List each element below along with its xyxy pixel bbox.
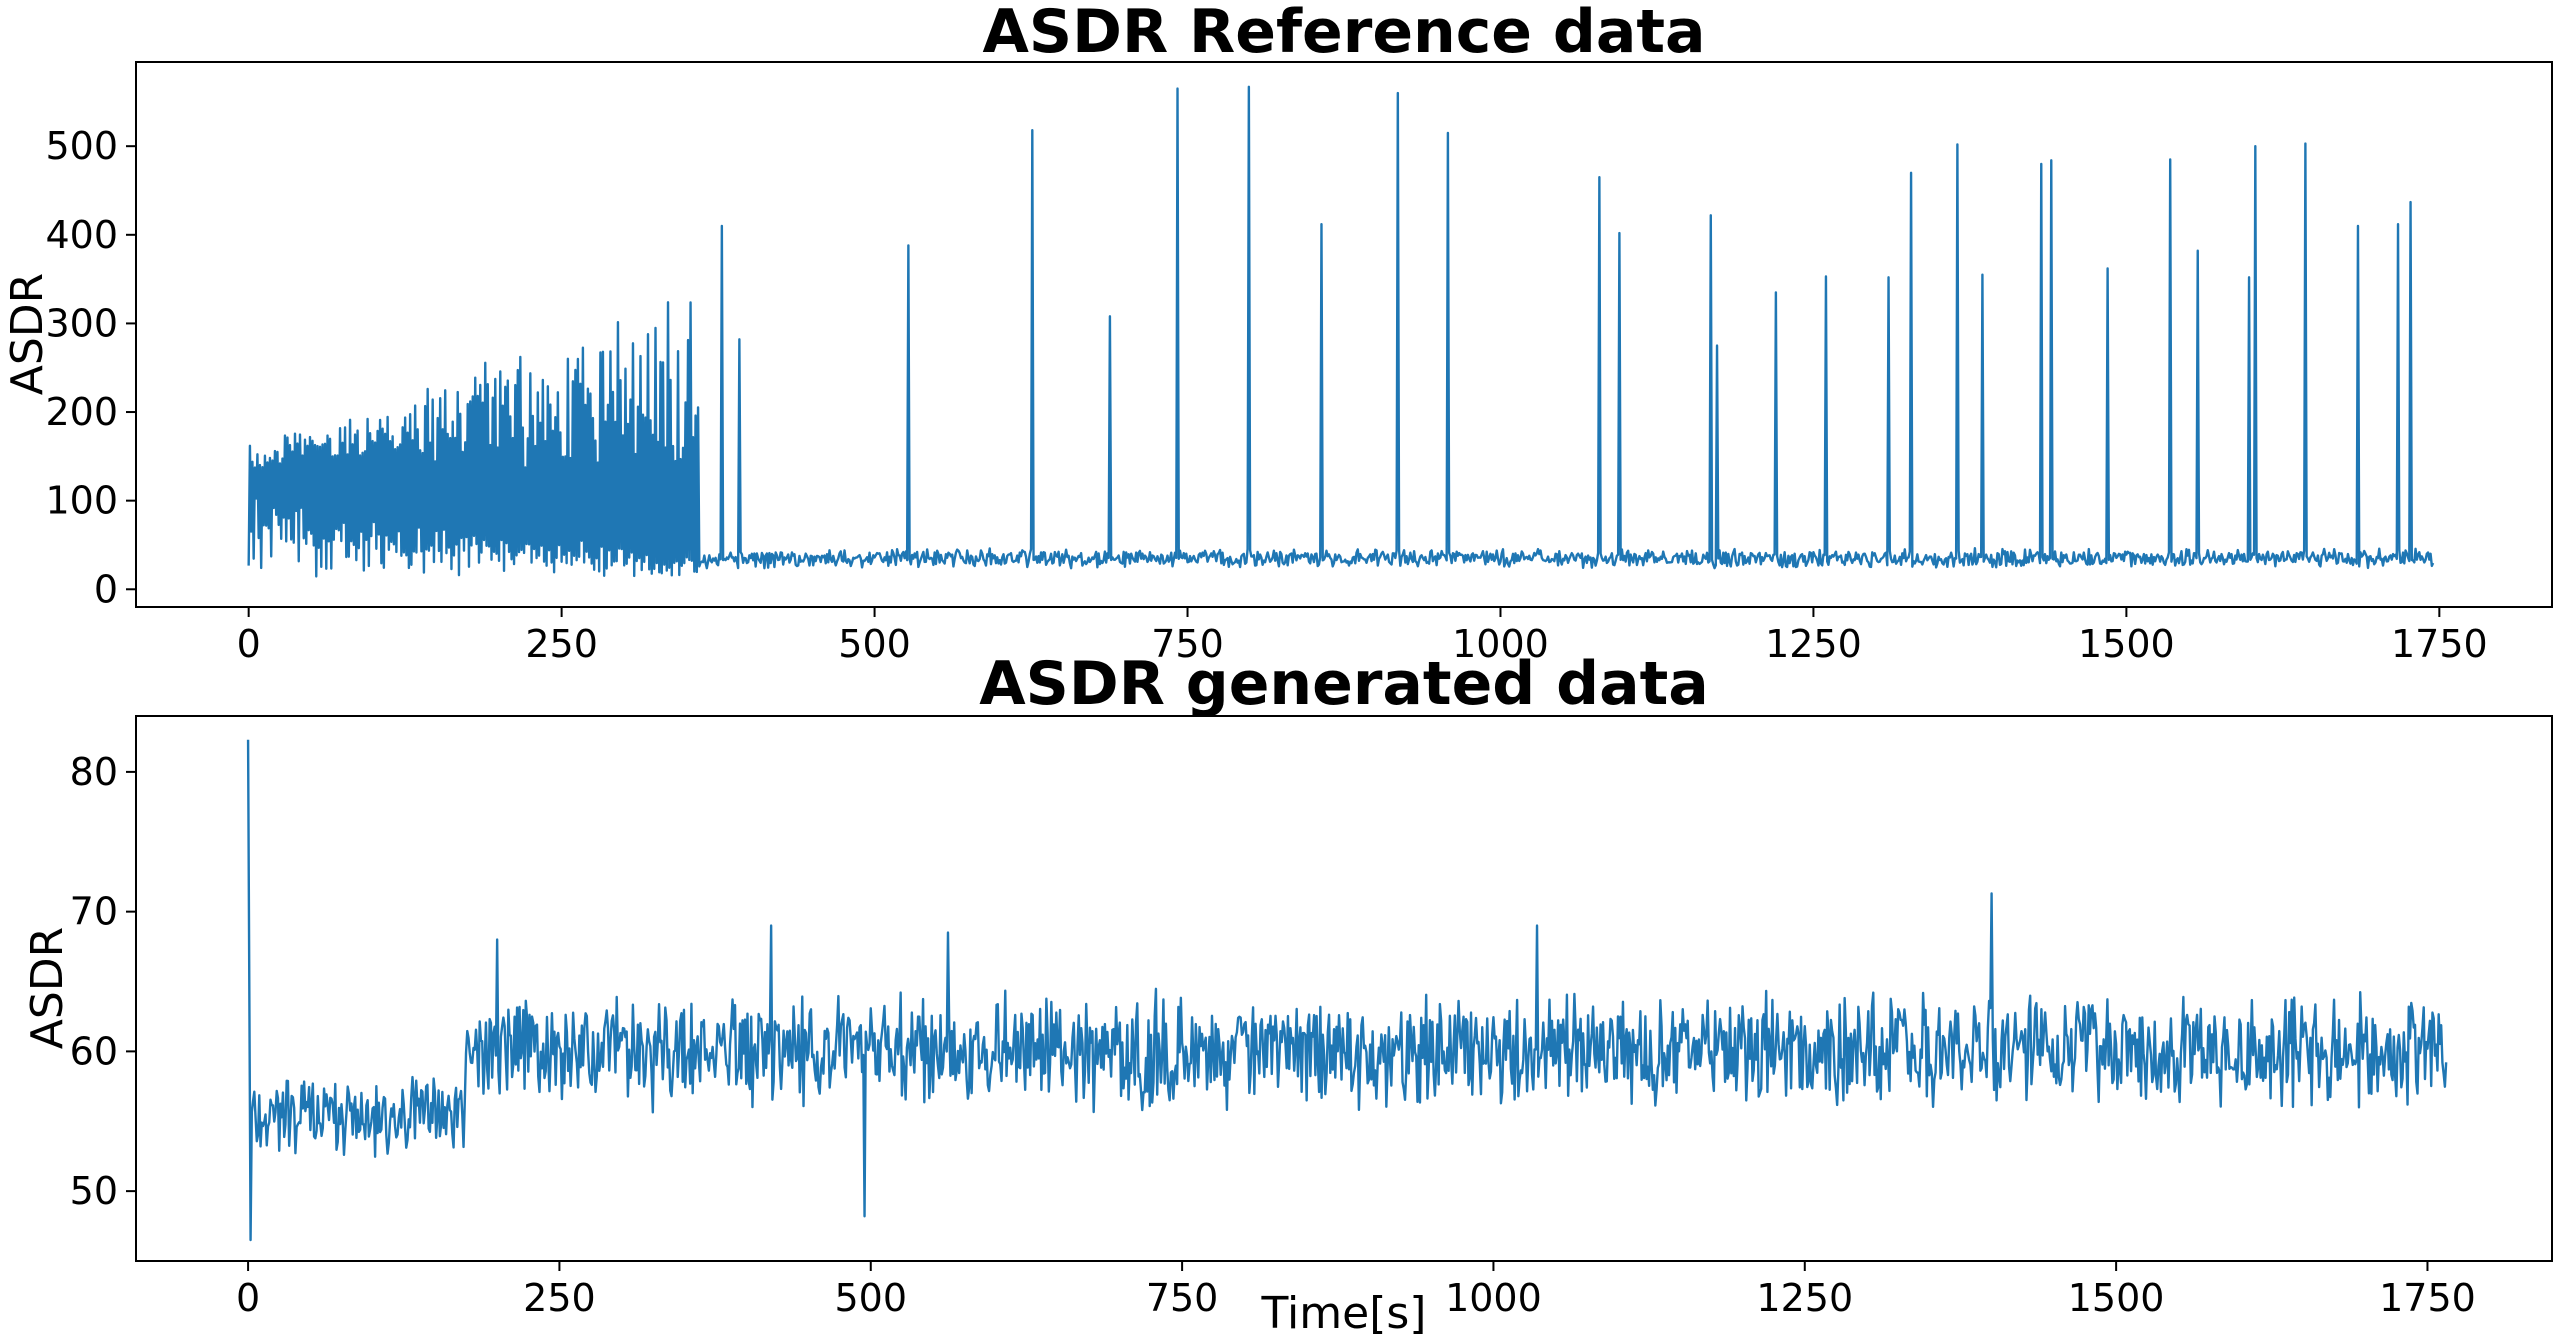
reference-x-tick-label: 1500 (2078, 622, 2175, 666)
generated-x-tick-label: 1500 (2068, 1276, 2165, 1320)
reference-y-tick-label: 400 (45, 213, 118, 257)
reference-series-line (247, 85, 2435, 578)
generated-plot-frame (135, 715, 2553, 1262)
reference-y-tick-label: 100 (45, 479, 118, 523)
generated-chart-title: ASDR generated data (979, 649, 1709, 719)
reference-x-tick-label: 250 (525, 622, 598, 666)
generated-series-line (246, 739, 2448, 1242)
generated-y-tick-label: 80 (70, 750, 118, 794)
generated-chart: ASDR generated data 0 250 500 750 1000 1250 15… (22, 649, 2553, 1337)
reference-y-axis-label: ASDR (2, 273, 53, 395)
reference-y-tick-label: 500 (45, 124, 118, 168)
generated-y-axis-label: ASDR (22, 927, 73, 1049)
generated-x-tick-label: 1250 (1756, 1276, 1853, 1320)
reference-x-tick-label: 1250 (1765, 622, 1862, 666)
reference-plot-frame (135, 61, 2553, 608)
reference-y-tick-label: 200 (45, 390, 118, 434)
reference-x-tick-label: 1000 (1452, 622, 1549, 666)
generated-x-tick-label: 1750 (2379, 1276, 2476, 1320)
reference-x-tick-label: 750 (1151, 622, 1224, 666)
generated-x-tick-label: 1000 (1445, 1276, 1542, 1320)
generated-y-tick-label: 60 (70, 1029, 118, 1073)
reference-y-tick-label: 0 (94, 567, 118, 611)
reference-x-tick-label: 1750 (2391, 622, 2488, 666)
generated-x-tick-label: 500 (834, 1276, 907, 1320)
reference-x-tick-label: 500 (838, 622, 911, 666)
generated-x-tick-label: 750 (1146, 1276, 1219, 1320)
reference-chart-title: ASDR Reference data (983, 0, 1706, 67)
reference-x-ticks: 0 250 500 750 1000 1250 1500 1750 (237, 607, 2488, 666)
generated-y-ticks: 50 60 70 80 (70, 750, 136, 1213)
generated-x-ticks: 0 250 500 750 1000 1250 1500 1750 (236, 1261, 2476, 1320)
generated-x-tick-label: 250 (523, 1276, 596, 1320)
reference-y-tick-label: 300 (45, 301, 118, 345)
generated-y-tick-label: 50 (70, 1169, 118, 1213)
reference-y-ticks: 0 100 200 300 400 500 (45, 124, 136, 611)
generated-x-axis-label: Time[s] (1261, 1288, 1427, 1337)
generated-x-tick-label: 0 (236, 1276, 260, 1320)
reference-chart: ASDR Reference data 0 250 500 750 1000 1250 15… (2, 0, 2553, 666)
generated-y-tick-label: 70 (70, 890, 118, 934)
reference-x-tick-label: 0 (237, 622, 261, 666)
